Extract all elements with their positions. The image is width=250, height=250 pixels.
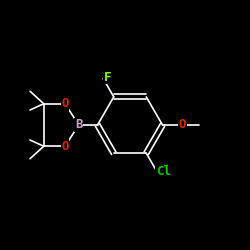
Text: Cl: Cl <box>156 165 171 178</box>
Text: O: O <box>179 118 186 132</box>
Text: O: O <box>61 140 69 153</box>
Text: B: B <box>75 118 82 132</box>
Text: O: O <box>61 97 69 110</box>
Text: F: F <box>104 71 112 84</box>
